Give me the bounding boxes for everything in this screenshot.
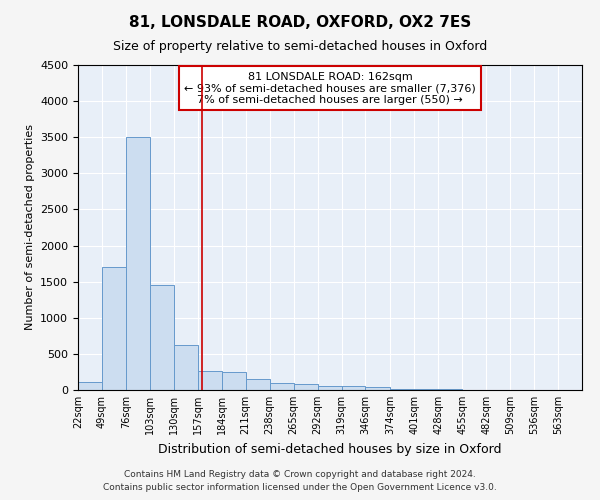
Bar: [341, 386, 365, 390]
Y-axis label: Number of semi-detached properties: Number of semi-detached properties: [25, 124, 35, 330]
X-axis label: Distribution of semi-detached houses by size in Oxford: Distribution of semi-detached houses by …: [158, 442, 502, 456]
Bar: [269, 383, 293, 390]
Bar: [317, 386, 341, 390]
Bar: [198, 370, 222, 390]
Bar: [126, 137, 150, 390]
Text: 81 LONSDALE ROAD: 162sqm
← 93% of semi-detached houses are smaller (7,376)
7% of: 81 LONSDALE ROAD: 162sqm ← 93% of semi-d…: [184, 72, 476, 104]
Text: Contains HM Land Registry data © Crown copyright and database right 2024.
Contai: Contains HM Land Registry data © Crown c…: [103, 470, 497, 492]
Bar: [365, 387, 391, 390]
Bar: [391, 388, 414, 390]
Bar: [174, 345, 198, 390]
Bar: [78, 382, 102, 390]
Text: Size of property relative to semi-detached houses in Oxford: Size of property relative to semi-detach…: [113, 40, 487, 53]
Bar: [222, 372, 246, 390]
Bar: [150, 286, 174, 390]
Bar: [102, 267, 126, 390]
Bar: [293, 384, 317, 390]
Bar: [246, 379, 269, 390]
Text: 81, LONSDALE ROAD, OXFORD, OX2 7ES: 81, LONSDALE ROAD, OXFORD, OX2 7ES: [129, 15, 471, 30]
